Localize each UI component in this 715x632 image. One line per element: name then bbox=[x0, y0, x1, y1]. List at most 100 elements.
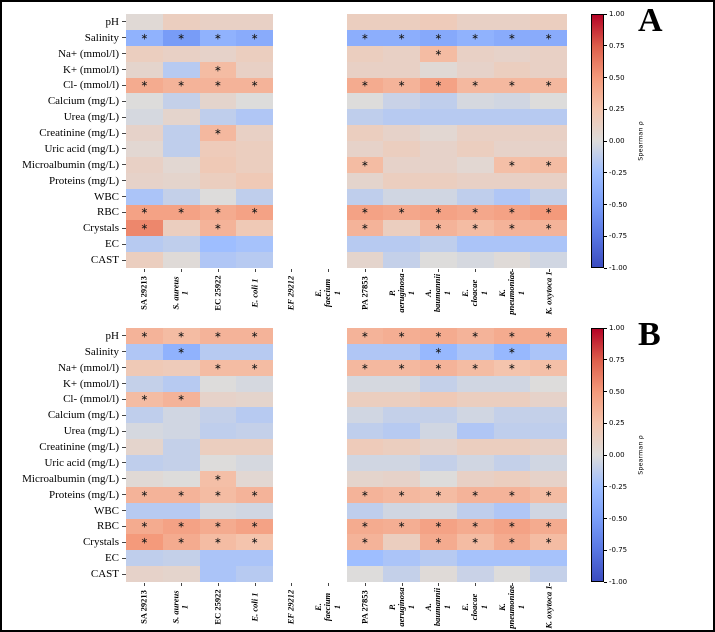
heatmap-cell bbox=[456, 550, 494, 567]
heatmap-cell bbox=[383, 125, 420, 141]
heatmap-cell bbox=[273, 156, 310, 173]
heatmap-cell: ∗ bbox=[199, 470, 237, 487]
heatmap-cell bbox=[236, 125, 273, 141]
col-label-text: EF 29212 bbox=[285, 275, 296, 310]
heatmap-cell bbox=[126, 45, 163, 62]
heatmap-cell bbox=[199, 93, 237, 110]
col-label: P. aeruginosa 1 bbox=[383, 269, 420, 316]
colorbar-tick: 0.00 bbox=[604, 137, 625, 145]
heatmap-cell bbox=[530, 455, 567, 471]
heatmap-cell bbox=[383, 252, 420, 268]
row-label: Cl- (mmol/l) bbox=[4, 392, 126, 408]
axis-tick bbox=[122, 414, 126, 416]
heatmap-cell bbox=[126, 172, 163, 189]
heatmap-cell: ∗ bbox=[236, 486, 273, 503]
heatmap-cell bbox=[383, 61, 420, 78]
significance-marker: ∗ bbox=[361, 536, 369, 547]
heatmap-cell bbox=[383, 566, 420, 582]
colorbar-tick: 0.25 bbox=[604, 419, 625, 427]
colorbar-tick-dash bbox=[604, 45, 607, 47]
heatmap-cell: ∗ bbox=[236, 518, 273, 535]
significance-marker: ∗ bbox=[397, 362, 406, 373]
significance-marker: ∗ bbox=[250, 206, 259, 217]
heatmap-cell bbox=[273, 220, 310, 237]
significance-marker: ∗ bbox=[361, 520, 369, 531]
panel-a-heatmap-grid: ∗ ∗ ∗ ∗ ∗ ∗ ∗ ∗ ∗ ∗ ∗ ∗ ∗ ∗ ∗ ∗ ∗ ∗ ∗ ∗ ∗ ∗ ∗ ∗ ∗ ∗ ∗ ∗ ∗ ∗ ∗ ∗ ∗ ∗ ∗ ∗ ∗ ∗ ∗ ∗… bbox=[126, 14, 567, 268]
heatmap-cell bbox=[236, 343, 273, 360]
heatmap-cell bbox=[199, 141, 237, 157]
colorbar-tick-label: -0.50 bbox=[609, 200, 628, 209]
heatmap-cell bbox=[236, 407, 273, 424]
heatmap-cell bbox=[236, 375, 273, 392]
row-label-text: Microalbumin (mg/L) bbox=[22, 158, 119, 171]
heatmap-cell bbox=[456, 172, 494, 189]
heatmap-cell bbox=[456, 566, 494, 582]
heatmap-cell: ∗ bbox=[456, 29, 494, 46]
panel-a-colorbar: 1.00 0.75 0.50 0.25 0.00 -0.25 -0.50 -0.75 -1.00… bbox=[591, 10, 661, 272]
significance-marker: ∗ bbox=[544, 489, 553, 500]
significance-marker: ∗ bbox=[177, 79, 185, 90]
heatmap-cell bbox=[530, 14, 567, 30]
heatmap-cell bbox=[236, 470, 273, 487]
significance-marker: ∗ bbox=[177, 393, 185, 404]
row-label-text: Crystals bbox=[82, 222, 119, 235]
heatmap-cell bbox=[162, 156, 200, 173]
axis-tick bbox=[511, 583, 513, 586]
row-label: WBC bbox=[4, 503, 126, 519]
significance-marker: ∗ bbox=[471, 206, 479, 217]
significance-marker: ∗ bbox=[214, 473, 222, 484]
heatmap-cell bbox=[126, 439, 163, 455]
heatmap-cell bbox=[346, 109, 384, 126]
significance-marker: ∗ bbox=[361, 330, 369, 341]
heatmap-cell bbox=[346, 502, 384, 519]
significance-marker: ∗ bbox=[397, 206, 406, 217]
significance-marker: ∗ bbox=[177, 536, 185, 547]
heatmap-cell: ∗ bbox=[126, 220, 163, 237]
heatmap-cell bbox=[236, 61, 273, 78]
heatmap-cell: ∗ bbox=[126, 77, 163, 94]
row-label: Uric acid (mg/L) bbox=[4, 141, 126, 157]
axis-tick bbox=[364, 583, 366, 586]
heatmap-cell bbox=[530, 61, 567, 78]
colorbar-tick-label: 1.00 bbox=[609, 324, 625, 332]
heatmap-cell: ∗ bbox=[493, 486, 531, 503]
heatmap-cell bbox=[273, 14, 310, 30]
heatmap-cell bbox=[162, 407, 200, 424]
row-label-text: Creatinine (mg/L) bbox=[39, 441, 119, 454]
heatmap-cell: ∗ bbox=[346, 486, 384, 503]
heatmap-cell bbox=[456, 45, 494, 62]
significance-marker: ∗ bbox=[214, 79, 222, 90]
heatmap-cell bbox=[530, 141, 567, 157]
axis-tick bbox=[181, 269, 183, 272]
heatmap-cell bbox=[530, 236, 567, 253]
heatmap-cell bbox=[530, 188, 567, 205]
axis-tick bbox=[122, 148, 126, 150]
significance-marker: ∗ bbox=[544, 159, 553, 170]
significance-marker: ∗ bbox=[508, 346, 516, 357]
heatmap-cell bbox=[309, 220, 347, 237]
col-label: S. aureus 1 bbox=[163, 269, 200, 316]
significance-marker: ∗ bbox=[214, 206, 222, 217]
significance-marker: ∗ bbox=[471, 330, 479, 341]
heatmap-cell bbox=[273, 204, 310, 221]
row-label: Creatinine (mg/L) bbox=[4, 125, 126, 141]
heatmap-cell: ∗ bbox=[420, 343, 457, 360]
heatmap-cell bbox=[162, 252, 200, 268]
row-label-text: Crystals bbox=[82, 536, 119, 549]
heatmap-cell: ∗ bbox=[420, 534, 457, 551]
heatmap-cell: ∗ bbox=[493, 204, 531, 221]
heatmap-cell bbox=[493, 550, 531, 567]
heatmap-cell bbox=[236, 502, 273, 519]
heatmap-cell bbox=[273, 359, 310, 376]
heatmap-cell bbox=[199, 252, 237, 268]
row-label-text: Cl- (mmol/l) bbox=[63, 393, 119, 406]
significance-marker: ∗ bbox=[140, 206, 149, 217]
col-label-text: A. baumannii 1 bbox=[423, 273, 453, 312]
row-label-text: Proteins (mg/L) bbox=[49, 174, 119, 187]
heatmap-cell: ∗ bbox=[162, 518, 200, 535]
axis-tick bbox=[122, 541, 126, 543]
significance-marker: ∗ bbox=[214, 222, 222, 233]
axis-tick bbox=[122, 69, 126, 71]
heatmap-cell bbox=[273, 470, 310, 487]
